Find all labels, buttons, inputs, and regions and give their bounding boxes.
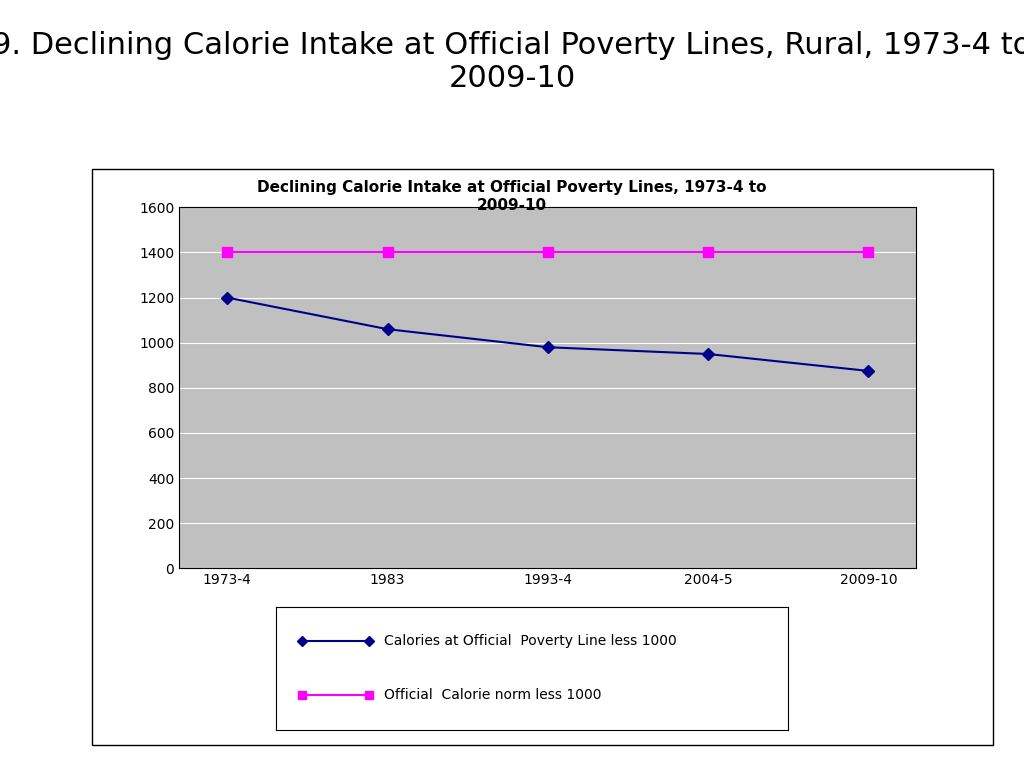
Line: Official  Calorie norm less 1000: Official Calorie norm less 1000 [222,247,873,257]
Official  Calorie norm less 1000 [862,248,874,257]
Calories at Official  Poverty Line less 1000 [221,293,233,303]
Official  Calorie norm less 1000 [542,248,554,257]
Calories at Official  Poverty Line less 1000 [381,325,393,334]
Text: Declining Calorie Intake at Official Poverty Lines, 1973-4 to
2009-10: Declining Calorie Intake at Official Pov… [257,180,767,213]
Line: Calories at Official  Poverty Line less 1000: Calories at Official Poverty Line less 1… [223,293,872,375]
Official  Calorie norm less 1000 [381,248,393,257]
Calories at Official  Poverty Line less 1000 [702,349,715,359]
Calories at Official  Poverty Line less 1000 [862,366,874,376]
Text: Calories at Official  Poverty Line less 1000: Calories at Official Poverty Line less 1… [384,634,677,648]
Text: 9. Declining Calorie Intake at Official Poverty Lines, Rural, 1973-4 to
2009-10: 9. Declining Calorie Intake at Official … [0,31,1024,94]
Official  Calorie norm less 1000 [221,248,233,257]
Official  Calorie norm less 1000 [702,248,715,257]
Text: Official  Calorie norm less 1000: Official Calorie norm less 1000 [384,688,601,702]
Calories at Official  Poverty Line less 1000 [542,343,554,352]
